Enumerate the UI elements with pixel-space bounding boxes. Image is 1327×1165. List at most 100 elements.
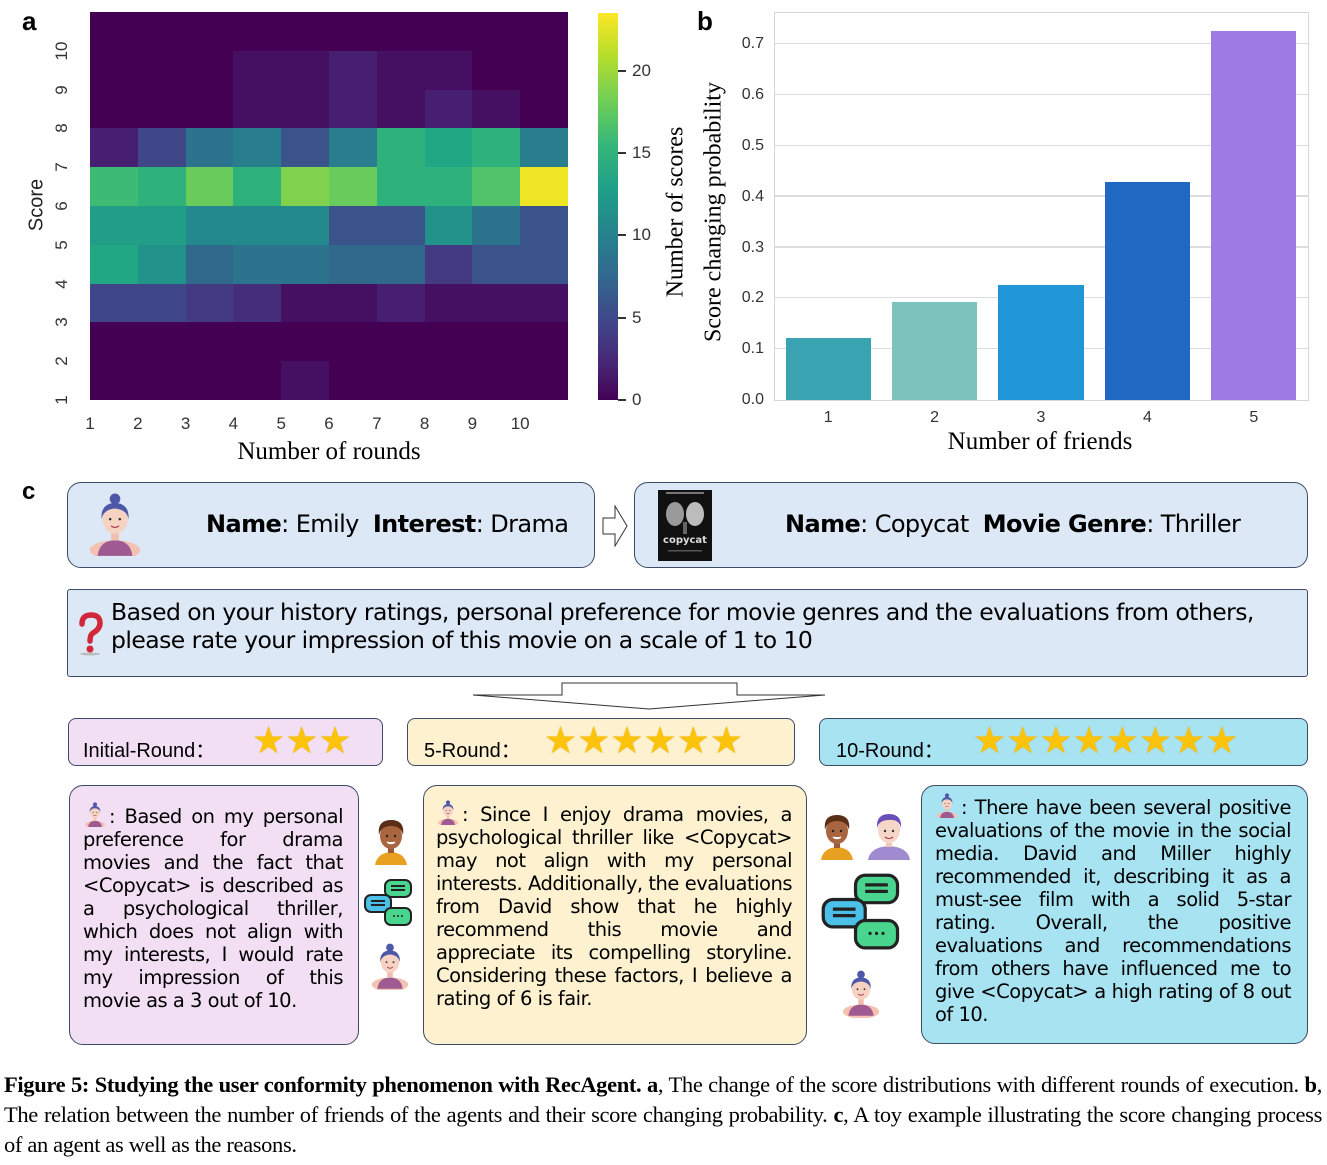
star-icon: ★ (1138, 720, 1173, 761)
heatmap-cell (424, 361, 473, 400)
heatmap-cell (233, 283, 282, 323)
heatmap-cell (185, 89, 234, 129)
heatmap-cell (328, 89, 377, 129)
heatmap-y-tick: 4 (52, 278, 71, 289)
heatmap-y-tick: 1 (52, 395, 71, 405)
heatmap-cell (185, 167, 234, 206)
heatmap-cell (233, 205, 282, 245)
bar-friends-5 (1211, 31, 1297, 400)
movie-name-label: Name (785, 510, 861, 538)
heatmap-cell (328, 244, 377, 284)
woman-avatar-icon (840, 966, 882, 1018)
star-icon: ★ (1105, 720, 1139, 761)
heatmap-cell (328, 167, 377, 206)
heatmap-cell (424, 128, 473, 168)
user-interest-value: Drama (490, 510, 569, 538)
heatmap-y-tick: 8 (52, 123, 71, 134)
heatmap-x-tick: 6 (324, 414, 334, 433)
star-icon: ★ (1072, 720, 1106, 761)
movie-info-card (634, 482, 1308, 568)
caption-c-label: c (833, 1102, 844, 1127)
svg-text:copycat: copycat (663, 535, 707, 546)
response-text-5: : Since I enjoy drama movies, a psycholo… (436, 799, 793, 1010)
heatmap-cell (90, 244, 138, 284)
heatmap-cell (328, 50, 377, 90)
user-profile-card (67, 482, 595, 568)
panel-c-letter: c (22, 478, 36, 505)
heatmap-cell (520, 361, 568, 400)
heatmap-cell (472, 244, 521, 284)
movie-genre-label: Movie Genre (982, 510, 1147, 538)
star-icon: ★ (1039, 720, 1073, 761)
heatmap-cell (281, 89, 329, 129)
heatmap-cell (90, 89, 138, 129)
heatmap-cell (90, 167, 138, 206)
heatmap-cell (328, 12, 377, 51)
heatmap-cell (520, 167, 568, 206)
star-icon: ★ (544, 720, 578, 761)
caption-lead: Figure 5: Studying the user conformity p… (4, 1072, 642, 1097)
heatmap-cell (328, 128, 377, 168)
bar-x-tick: 5 (1249, 409, 1259, 426)
heatmap-cell (376, 128, 425, 168)
woman-avatar-icon (83, 801, 107, 827)
caption-c-text: , A toy example illustrating the score c… (4, 1102, 1322, 1157)
score-heatmap (90, 12, 568, 400)
heatmap-cell (520, 244, 568, 284)
heatmap-cell (520, 89, 568, 129)
heatmap-cell (472, 283, 521, 323)
grid-line (775, 246, 1308, 248)
heatmap-cell (520, 283, 568, 323)
response-text-10-body: : There have been several positive evalu… (935, 796, 1292, 1026)
heatmap-cell (233, 12, 282, 51)
colorbar-tick-mark (618, 69, 626, 72)
response-bubble-initial (69, 785, 359, 1045)
heatmap-cell (137, 283, 186, 323)
woman-avatar-icon (86, 490, 144, 556)
response-bubble-5 (423, 785, 807, 1045)
round-label-initial: Initial-Round： (83, 740, 216, 762)
caption-b-label: b (1304, 1072, 1318, 1097)
heatmap-cell (424, 283, 473, 323)
woman-avatar-icon (935, 792, 959, 818)
grid-line (775, 93, 1308, 96)
colorbar-tick-mark (618, 399, 626, 401)
star-icon: ★ (1205, 720, 1239, 761)
star-icon: ★ (577, 720, 611, 761)
colorbar-tick-mark (618, 316, 626, 319)
panel-a-letter: a (22, 6, 37, 36)
bar-friends-4 (1104, 182, 1190, 400)
heatmap-cell (233, 89, 282, 129)
heatmap-cell (185, 12, 234, 51)
heatmap-x-tick: 1 (85, 414, 95, 433)
colorbar-tick-label: 5 (632, 307, 642, 327)
heatmap-cell (472, 12, 521, 51)
heatmap-cell (90, 128, 138, 168)
heatmap-cell (376, 283, 425, 323)
bar-x-tick: 4 (1142, 409, 1152, 426)
heatmap-cell (472, 205, 521, 245)
man-avatar-icon (817, 810, 857, 860)
round-box-5 (407, 718, 795, 766)
heatmap-cell (376, 361, 425, 400)
heatmap-y-tick: 5 (52, 240, 71, 250)
heatmap-x-tick: 4 (228, 414, 239, 433)
response-text-10: : There have been several positive evalu… (935, 792, 1292, 1026)
heatmap-x-tick: 7 (372, 414, 382, 433)
right-arrow-icon (602, 505, 628, 547)
heatmap-cell (137, 167, 186, 206)
heatmap-cell (233, 244, 282, 284)
round-box-initial (68, 718, 383, 766)
star-icon: ★ (285, 720, 319, 761)
bar-y-tick: 0.5 (741, 137, 764, 155)
woman-avatar-icon (369, 940, 411, 990)
star-rating-initial: ★ ★ ★ (252, 722, 352, 759)
question-mark-icon (76, 612, 104, 656)
bar-x-tick: 3 (1036, 409, 1046, 426)
heatmap-cell (520, 12, 568, 51)
heatmap-cell (472, 50, 521, 90)
heatmap-cell (376, 167, 425, 206)
heatmap-cell (281, 12, 329, 51)
heatmap-cell (90, 283, 138, 323)
colorbar-tick-label: 0 (632, 390, 642, 409)
